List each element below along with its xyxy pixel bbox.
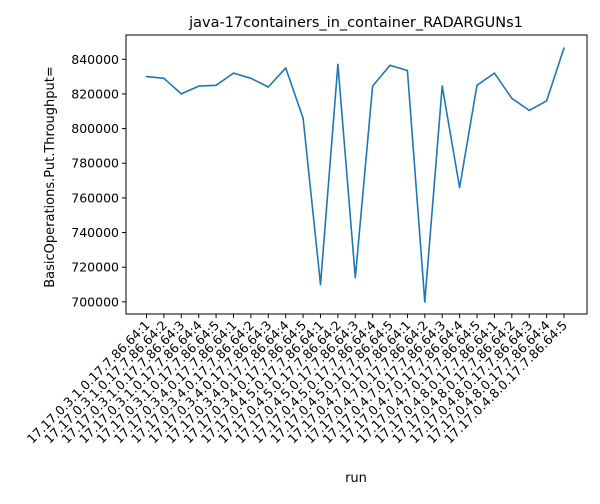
y-axis: 700000 720000 740000 760000 780000 800000 8200… (71, 52, 126, 309)
data-point (267, 86, 270, 88)
data-point (215, 84, 217, 87)
data-point (511, 97, 513, 100)
data-point (371, 85, 374, 87)
y-tick-label: 840000 (71, 52, 119, 67)
y-tick-label: 740000 (71, 225, 119, 240)
data-point (319, 283, 322, 286)
y-tick-label: 800000 (71, 121, 119, 136)
data-point (163, 77, 165, 80)
data-point (441, 85, 444, 87)
data-point (250, 77, 252, 80)
data-point (145, 75, 148, 78)
data-point (302, 117, 304, 119)
data-point (493, 72, 496, 74)
data-point (354, 276, 357, 279)
data-point (337, 63, 339, 66)
data-point (389, 64, 391, 67)
y-tick-label: 700000 (71, 294, 119, 309)
data-point (284, 67, 287, 69)
data-point (476, 84, 478, 87)
y-axis-label: BasicOperations.Put.Throughput= (43, 66, 58, 288)
data-point (424, 301, 426, 303)
data-point (197, 85, 200, 87)
chart-title: java-17containers_in_container_RADARGUNs… (188, 15, 523, 31)
data-point (545, 100, 548, 102)
y-tick-label: 760000 (71, 190, 119, 205)
y-tick-label: 820000 (71, 86, 119, 101)
plot-frame (125, 34, 588, 315)
y-tick-label: 720000 (71, 260, 119, 275)
y-tick-label: 780000 (71, 156, 119, 171)
data-point (563, 47, 565, 49)
data-point (458, 186, 461, 189)
data-point (180, 93, 183, 95)
x-axis-label: run (345, 471, 367, 486)
data-point (406, 69, 409, 72)
series-group (145, 47, 565, 303)
data-point (528, 109, 531, 112)
data-point (232, 72, 235, 74)
